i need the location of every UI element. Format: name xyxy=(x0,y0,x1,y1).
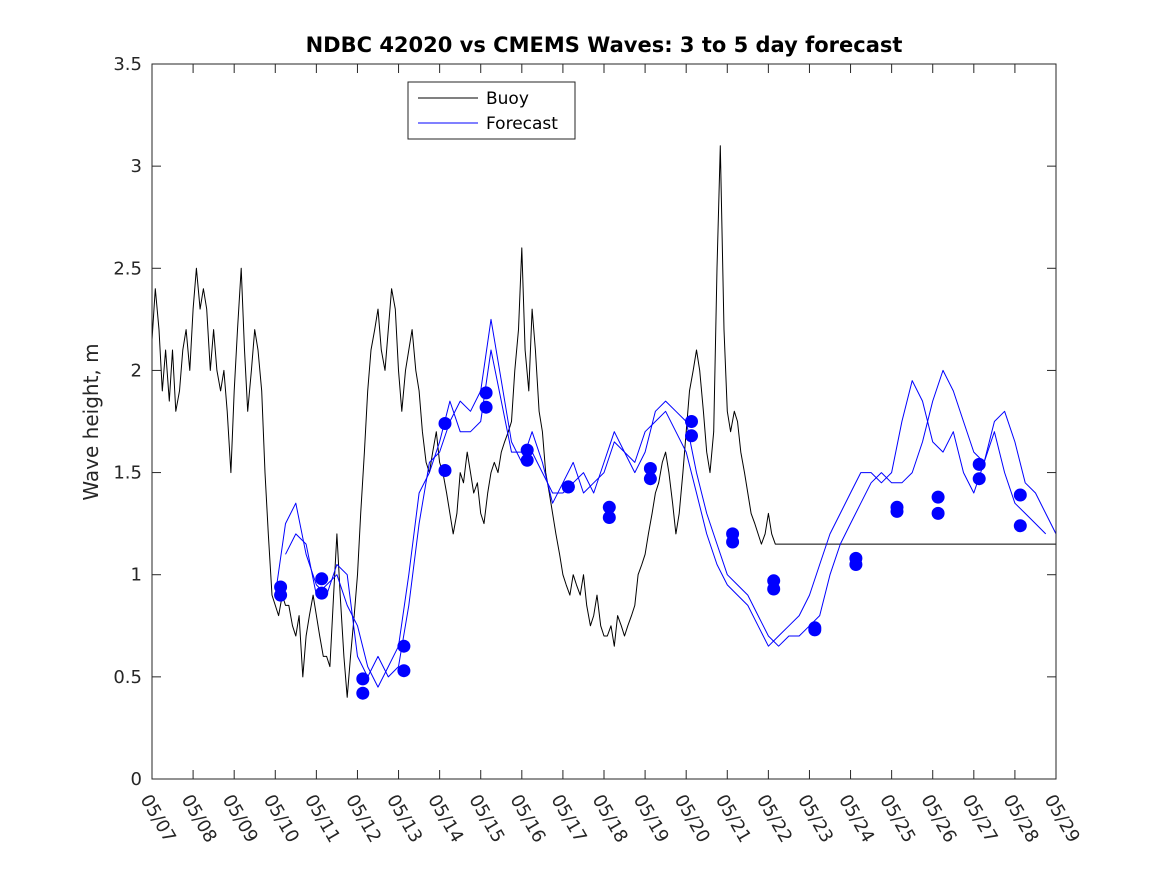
plot-markers xyxy=(274,386,1027,700)
forecast-marker xyxy=(726,535,740,549)
forecast-marker xyxy=(643,462,657,475)
forecast-marker xyxy=(479,400,493,414)
forecast-marker xyxy=(849,558,863,571)
chart-title: NDBC 42020 vs CMEMS Waves: 3 to 5 day fo… xyxy=(306,33,903,57)
legend-forecast-label: Forecast xyxy=(486,114,558,134)
forecast-marker xyxy=(397,639,411,653)
forecast-marker xyxy=(315,572,329,586)
forecast-series-line-2 xyxy=(285,349,1047,688)
forecast-marker xyxy=(1013,488,1027,502)
forecast-marker xyxy=(274,588,288,602)
forecast-marker xyxy=(767,582,781,596)
buoy-series-line xyxy=(151,145,1056,698)
forecast-marker xyxy=(972,472,986,486)
forecast-marker xyxy=(972,457,986,471)
forecast-marker xyxy=(931,506,945,520)
y-axis-label: Wave height, m xyxy=(79,343,103,500)
forecast-marker xyxy=(438,464,452,477)
forecast-marker xyxy=(602,500,616,514)
forecast-marker xyxy=(397,664,411,678)
forecast-marker xyxy=(685,415,698,428)
forecast-series-line-1 xyxy=(274,318,1057,678)
y-tick-label: 2 xyxy=(131,360,142,381)
y-tick-label: 3 xyxy=(131,156,142,177)
forecast-marker xyxy=(356,686,370,700)
forecast-marker xyxy=(1013,519,1027,533)
forecast-marker xyxy=(479,386,493,400)
forecast-marker xyxy=(520,453,534,467)
forecast-marker xyxy=(685,429,698,443)
y-axis: 0 0.5 1 1.5 2 2.5 3 3.5 xyxy=(113,54,1056,790)
forecast-marker xyxy=(315,586,329,600)
y-tick-label: 3.5 xyxy=(113,54,142,75)
forecast-marker xyxy=(808,623,822,637)
y-tick-label: 1 xyxy=(131,565,142,586)
forecast-marker xyxy=(438,417,452,430)
legend-box xyxy=(407,81,576,140)
y-tick-label: 2.5 xyxy=(113,258,142,279)
legend: Buoy Forecast xyxy=(407,81,576,140)
plot-lines xyxy=(151,145,1057,698)
y-tick-label: 1.5 xyxy=(113,463,142,484)
forecast-marker xyxy=(890,504,904,518)
forecast-marker xyxy=(602,511,616,524)
y-tick-label: 0 xyxy=(131,769,142,790)
forecast-marker xyxy=(561,480,575,494)
forecast-marker xyxy=(643,472,657,486)
forecast-marker xyxy=(520,443,534,457)
legend-buoy-label: Buoy xyxy=(486,89,529,109)
y-tick-label: 0.5 xyxy=(113,667,142,688)
forecast-marker xyxy=(931,490,945,504)
forecast-marker xyxy=(356,672,370,686)
